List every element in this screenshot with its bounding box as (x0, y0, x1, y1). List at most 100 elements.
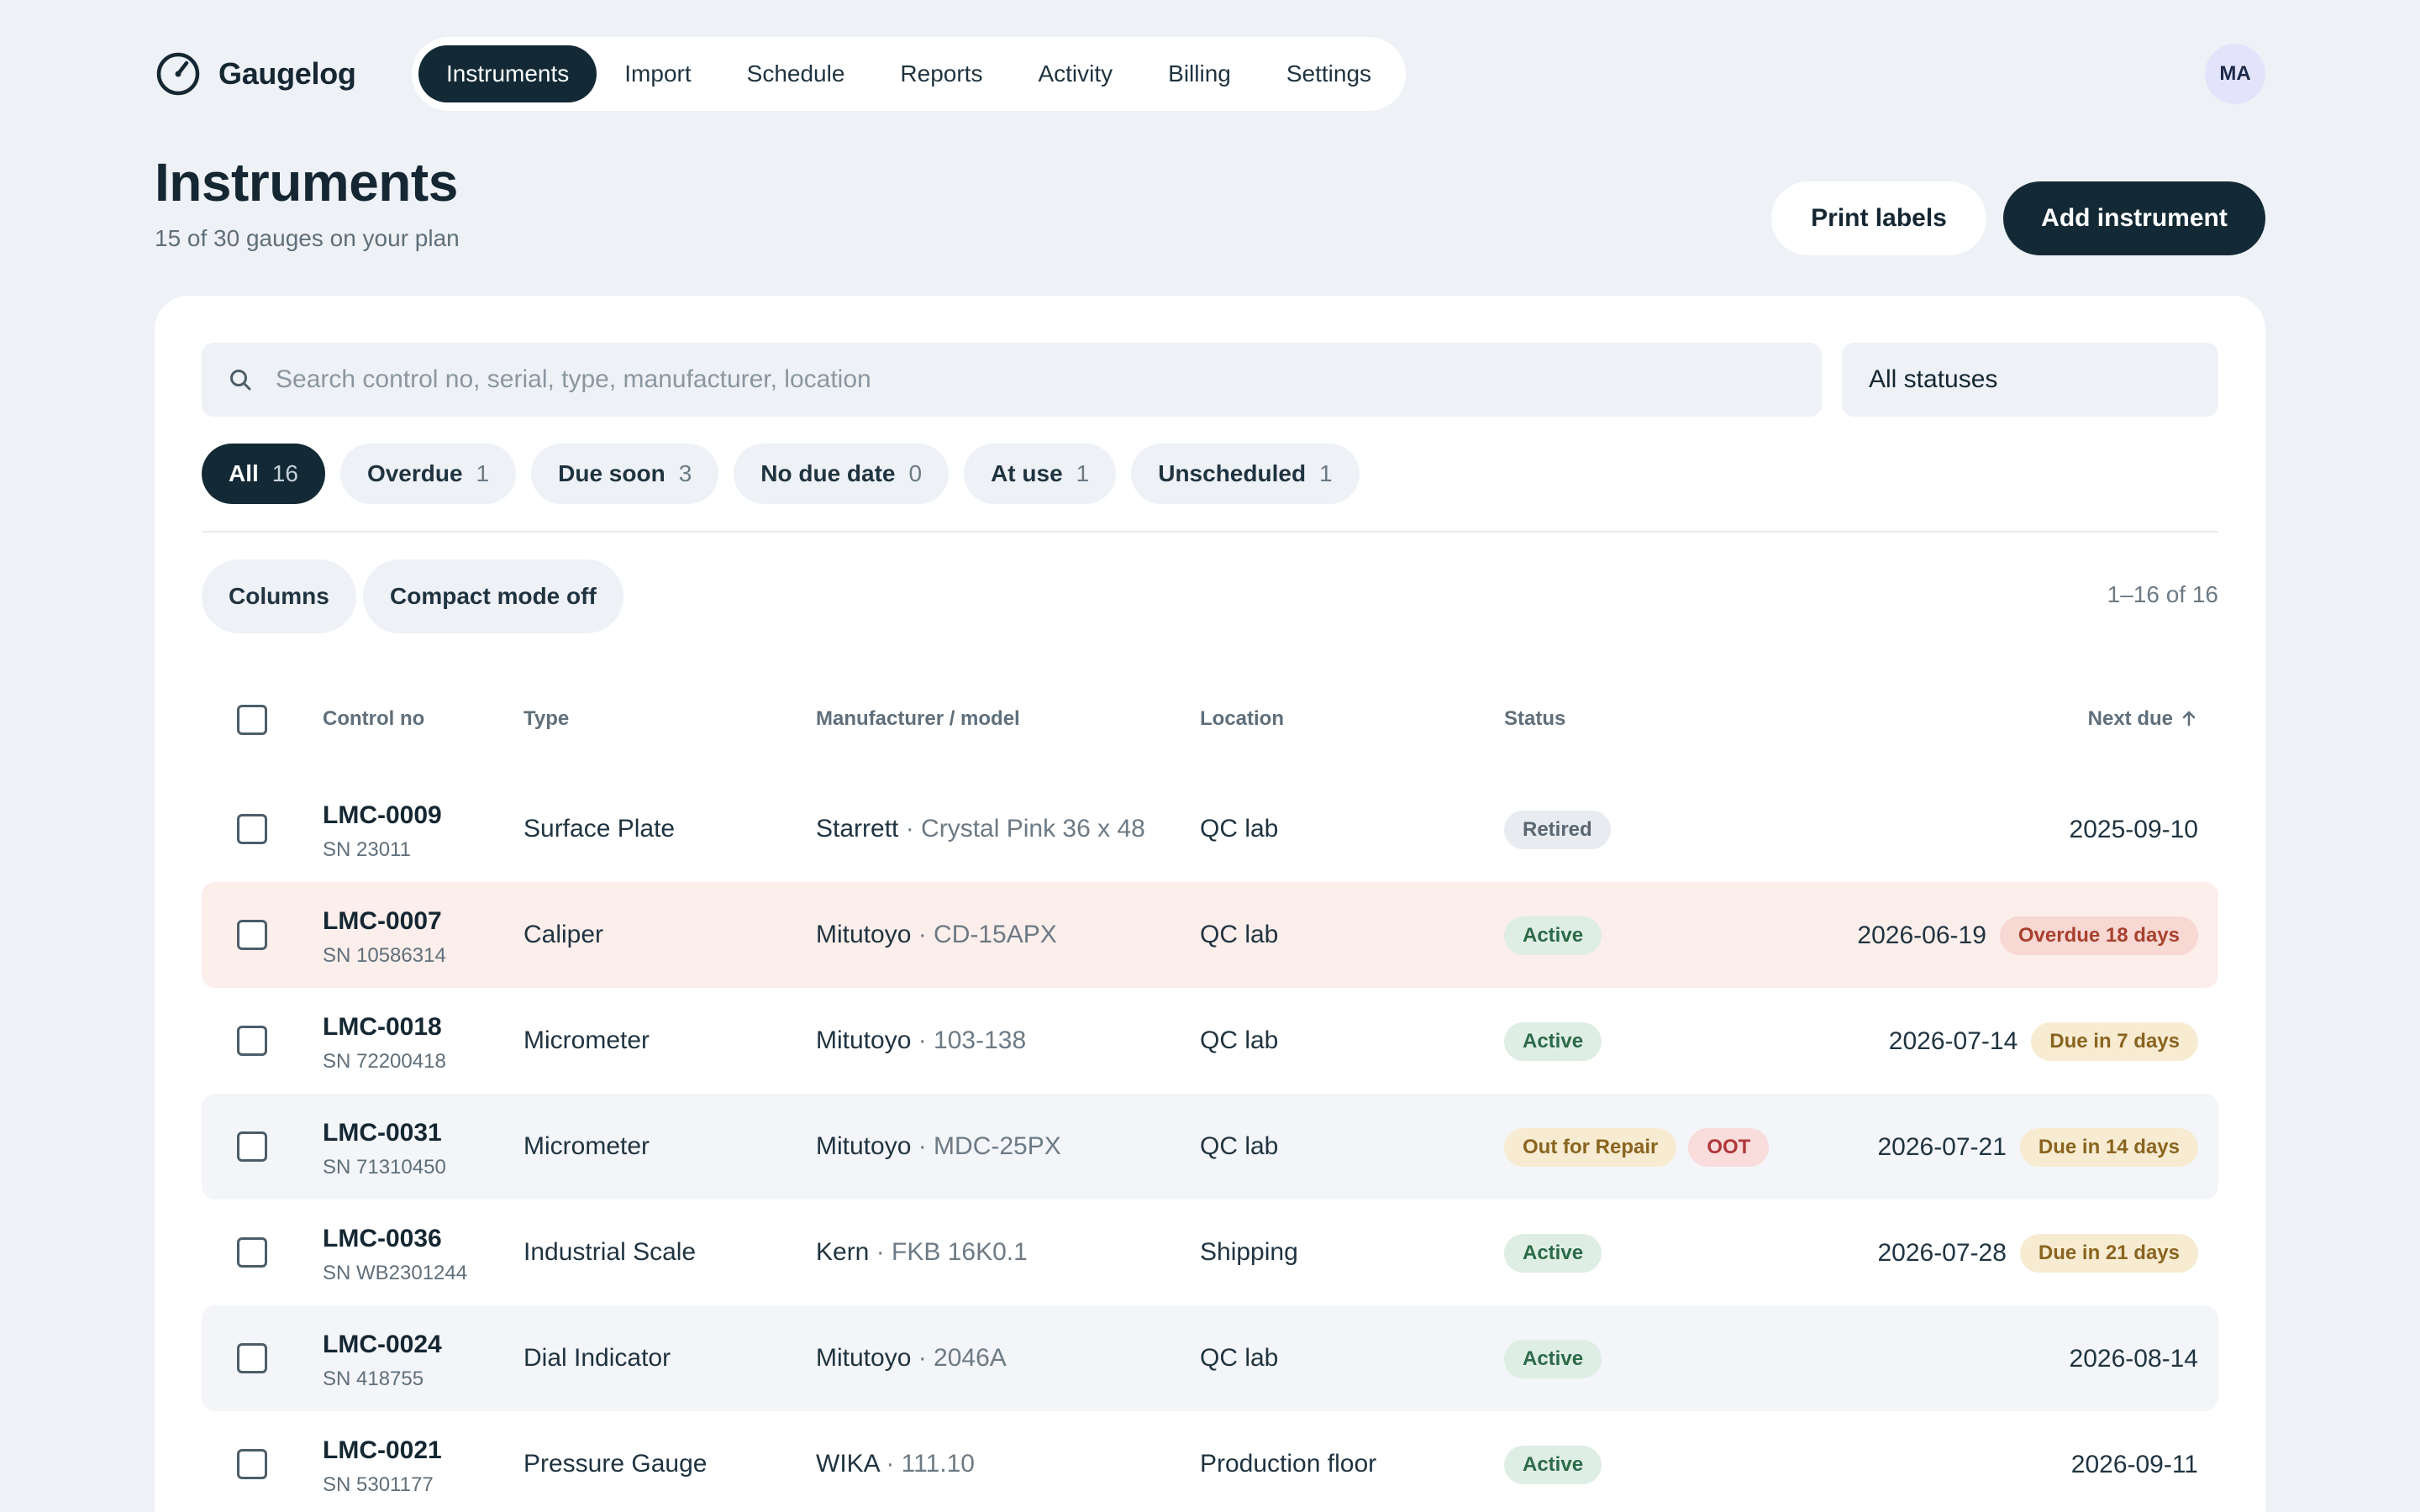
control-no[interactable]: LMC-0024 (323, 1331, 442, 1358)
manufacturer-model: Kern · FKB 16K0.1 (816, 1238, 1028, 1267)
user-avatar[interactable]: MA (2205, 44, 2265, 104)
serial-number: SN 71310450 (323, 1156, 446, 1179)
row-checkbox[interactable] (237, 1237, 267, 1268)
table-row[interactable]: LMC-0036 SN WB2301244 Industrial Scale K… (202, 1200, 2218, 1305)
row-checkbox[interactable] (237, 814, 267, 844)
manufacturer: Mitutoyo (816, 1026, 912, 1054)
chip-count: 16 (271, 460, 298, 486)
next-due-cell: 2026-06-19 Overdue 18 days (1857, 916, 2198, 955)
select-all-checkbox[interactable] (237, 705, 267, 735)
chip-at-use[interactable]: At use 1 (964, 444, 1117, 504)
status-cell: Active (1504, 1022, 1602, 1061)
serial-number: SN 10586314 (323, 944, 446, 967)
next-due-date: 2026-07-28 (1877, 1239, 2007, 1267)
table-row[interactable]: LMC-0021 SN 5301177 Pressure Gauge WIKA … (202, 1411, 2218, 1512)
nav-reports[interactable]: Reports (900, 60, 983, 87)
instrument-type: Dial Indicator (523, 1344, 671, 1372)
search-input[interactable] (276, 343, 1788, 417)
next-due-cell: 2026-07-21 Due in 14 days (1877, 1128, 2198, 1167)
manufacturer-model: Mitutoyo · CD-15APX (816, 921, 1057, 949)
model: · 103-138 (911, 1026, 1027, 1054)
divider (202, 531, 2218, 533)
location: Production floor (1200, 1450, 1377, 1478)
instrument-type: Caliper (523, 921, 604, 948)
column-header-manufacturer[interactable]: Manufacturer / model (816, 707, 1020, 730)
nav-schedule[interactable]: Schedule (746, 60, 845, 87)
control-no[interactable]: LMC-0031 (323, 1119, 442, 1147)
page-title: Instruments (155, 152, 458, 213)
control-no[interactable]: LMC-0007 (323, 907, 442, 935)
gauge-icon (156, 52, 200, 96)
manufacturer: Starrett (816, 815, 899, 843)
column-header-control-no[interactable]: Control no (323, 707, 425, 730)
chip-no-due-date[interactable]: No due date 0 (734, 444, 950, 504)
row-checkbox[interactable] (237, 1131, 267, 1162)
status-cell: Active (1504, 1340, 1602, 1378)
nav-import[interactable]: Import (624, 60, 692, 87)
status-badge: Active (1504, 1446, 1602, 1484)
control-no[interactable]: LMC-0018 (323, 1013, 442, 1041)
next-due-date: 2025-09-10 (2069, 816, 2198, 843)
chip-overdue[interactable]: Overdue 1 (339, 444, 517, 504)
manufacturer-model: WIKA · 111.10 (816, 1450, 975, 1478)
location: QC lab (1200, 921, 1279, 948)
nav-instruments[interactable]: Instruments (418, 45, 597, 102)
manufacturer-model: Mitutoyo · MDC-25PX (816, 1132, 1061, 1161)
model: · 2046A (911, 1344, 1007, 1372)
manufacturer: Mitutoyo (816, 1132, 912, 1160)
location: QC lab (1200, 1132, 1279, 1160)
chip-count: 1 (476, 460, 490, 486)
column-header-type[interactable]: Type (523, 707, 570, 730)
row-checkbox[interactable] (237, 920, 267, 950)
sort-ascending-icon (2182, 711, 2196, 727)
table-row[interactable]: LMC-0007 SN 10586314 Caliper Mitutoyo · … (202, 882, 2218, 988)
location: Shipping (1200, 1238, 1298, 1266)
control-no[interactable]: LMC-0021 (323, 1436, 442, 1464)
serial-number: SN 72200418 (323, 1050, 446, 1073)
add-instrument-button[interactable]: Add instrument (2003, 181, 2265, 255)
chip-unscheduled[interactable]: Unscheduled 1 (1131, 444, 1360, 504)
manufacturer-model: Starrett · Crystal Pink 36 x 48 (816, 815, 1145, 843)
manufacturer-model: Mitutoyo · 103-138 (816, 1026, 1026, 1055)
nav-activity[interactable]: Activity (1038, 60, 1113, 87)
chip-due-soon[interactable]: Due soon 3 (531, 444, 719, 504)
column-header-next-due[interactable]: Next due (2088, 707, 2198, 731)
next-due-date: 2026-08-14 (2069, 1345, 2198, 1373)
manufacturer: WIKA (816, 1450, 880, 1478)
chip-label: Overdue (366, 460, 463, 486)
print-labels-button[interactable]: Print labels (1771, 181, 1986, 255)
table-row[interactable]: LMC-0009 SN 23011 Surface Plate Starrett… (202, 776, 2218, 882)
row-checkbox[interactable] (237, 1026, 267, 1056)
column-header-next-due-label: Next due (2087, 707, 2173, 730)
table-row[interactable]: LMC-0018 SN 72200418 Micrometer Mitutoyo… (202, 988, 2218, 1094)
instrument-type: Pressure Gauge (523, 1450, 708, 1478)
column-header-location[interactable]: Location (1200, 707, 1284, 730)
table-row[interactable]: LMC-0031 SN 71310450 Micrometer Mitutoyo… (202, 1094, 2218, 1200)
nav-settings[interactable]: Settings (1286, 60, 1372, 87)
serial-number: SN WB2301244 (323, 1262, 468, 1284)
due-soon-badge: Due in 7 days (2031, 1022, 2198, 1061)
chip-all[interactable]: All 16 (202, 444, 325, 504)
model: · FKB 16K0.1 (869, 1238, 1028, 1266)
row-checkbox[interactable] (237, 1343, 267, 1373)
status-badge: Retired (1504, 811, 1611, 849)
chip-label: At use (991, 460, 1063, 486)
table-header: Control no Type Manufacturer / model Loc… (202, 690, 2218, 749)
chip-count: 3 (678, 460, 692, 486)
table-row[interactable]: LMC-0024 SN 418755 Dial Indicator Mituto… (202, 1305, 2218, 1411)
column-header-status[interactable]: Status (1504, 707, 1566, 730)
control-no[interactable]: LMC-0036 (323, 1225, 442, 1252)
location: QC lab (1200, 815, 1279, 843)
control-no[interactable]: LMC-0009 (323, 801, 442, 829)
columns-button[interactable]: Columns (202, 559, 356, 633)
compact-mode-toggle[interactable]: Compact mode off (363, 559, 623, 633)
model: · CD-15APX (911, 921, 1057, 948)
nav-billing[interactable]: Billing (1168, 60, 1231, 87)
brand-name: Gaugelog (218, 56, 356, 91)
status-badge: Active (1504, 1234, 1602, 1273)
status-filter-select[interactable]: All statuses (1842, 343, 2218, 417)
row-checkbox[interactable] (237, 1449, 267, 1479)
manufacturer-model: Mitutoyo · 2046A (816, 1344, 1007, 1373)
status-cell: Out for Repair OOT (1504, 1128, 1770, 1167)
brand[interactable]: Gaugelog (155, 50, 356, 97)
